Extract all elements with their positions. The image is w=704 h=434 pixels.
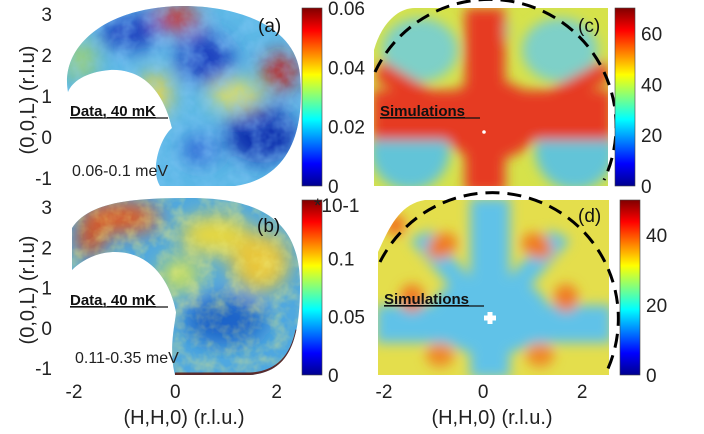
colorbar-d-ticks: 0 20 40 [646,226,667,387]
colorbar-c: 0 20 40 60 [614,7,662,198]
colorbar-tick-label: 20 [641,126,662,147]
panel-d-annotation: Simulations [384,291,469,308]
panel-d-xticks: -2 0 2 [376,382,588,403]
x-tick-label: -2 [376,382,393,403]
y-tick-label: 1 [41,87,52,108]
panel-c: (c) Simulations [373,0,618,186]
colorbar-tick-label: 40 [641,75,662,96]
colorbar-tick-label: 20 [646,296,667,317]
panel-a-ylabel: (0,0,L) (r.l.u) [17,46,39,155]
y-tick-label: 2 [41,46,52,67]
panel-d: -2 0 2 (d) Simulations [376,191,620,403]
colorbar-tick-label: 60 [641,24,662,45]
panel-a: -1 0 1 2 3 (a) Data, 40 mK 0.06-0.1 meV [35,5,301,190]
y-tick-label: 2 [41,238,52,259]
panel-b: -1 0 1 2 3 -2 0 2 (b) Data, 40 mK 0.11-0.35 me… [35,198,300,403]
y-tick-label: 0 [41,128,52,149]
colorbar-c-gradient [614,7,636,187]
colorbar-a: 0 0.02 0.04 0.06 [301,0,365,198]
colorbar-tick-label: 0 [328,177,339,198]
panel-a-label: (a) [258,16,281,37]
y-tick-label: 3 [41,5,52,26]
y-tick-label: 3 [41,198,52,219]
panel-b-ylabel: (0,0,L) (r.l.u) [17,236,39,345]
x-tick-label: 2 [271,382,282,403]
colorbar-c-ticks: 0 20 40 60 [641,24,662,198]
x-tick-label: -2 [66,382,83,403]
panel-b-xticks: -2 0 2 [66,382,282,403]
panel-a-annotation: Data, 40 mK [70,103,156,120]
panel-b-yticks: -1 0 1 2 3 [35,198,52,380]
colorbar-tick-label: 0.06 [328,0,365,20]
panel-c-label: (c) [578,16,600,37]
colorbar-tick-label: 0 [641,177,652,198]
panel-b-energy-range: 0.11-0.35 meV [75,350,179,367]
colorbar-tick-label: 0 [328,366,339,387]
colorbar-b-ticks: 0 0.05 0.1 [328,249,365,387]
colorbar-tick-label: 0.04 [328,58,365,79]
colorbar-tick-label: 0 [646,366,657,387]
colorbar-b: 0 0.05 0.1 *10-1 [301,196,365,387]
x-tick-label: 0 [478,382,489,403]
colorbar-a-gradient [301,7,323,187]
colorbar-b-multiplier: *10-1 [314,196,359,217]
panel-d-xlabel: (H,H,0) (r.l.u.) [431,407,552,429]
panel-b-label: (b) [257,216,280,237]
panel-b-xlabel: (H,H,0) (r.l.u.) [123,407,244,429]
panel-b-annotation: Data, 40 mK [70,292,156,309]
y-tick-label: -1 [35,169,52,190]
x-tick-label: 2 [577,382,588,403]
y-tick-label: 0 [41,319,52,340]
panel-a-energy-range: 0.06-0.1 meV [72,163,168,180]
colorbar-tick-label: 40 [646,226,667,247]
colorbar-tick-label: 0.05 [328,308,365,329]
panel-d-label: (d) [578,206,601,227]
panel-c-annotation: Simulations [380,103,465,120]
colorbar-a-ticks: 0 0.02 0.04 0.06 [328,0,365,198]
panel-d-heatmap [378,200,609,375]
colorbar-tick-label: 0.1 [328,249,354,270]
x-tick-label: 0 [170,382,181,403]
colorbar-tick-label: 0.02 [328,118,365,139]
panel-d-dashed-circle [378,191,620,376]
y-tick-label: -1 [35,359,52,380]
panel-a-yticks: -1 0 1 2 3 [35,5,52,190]
colorbar-d-gradient [619,199,641,376]
colorbar-b-gradient [301,199,323,376]
y-tick-label: 1 [41,279,52,300]
colorbar-d: 0 20 40 [619,199,667,387]
